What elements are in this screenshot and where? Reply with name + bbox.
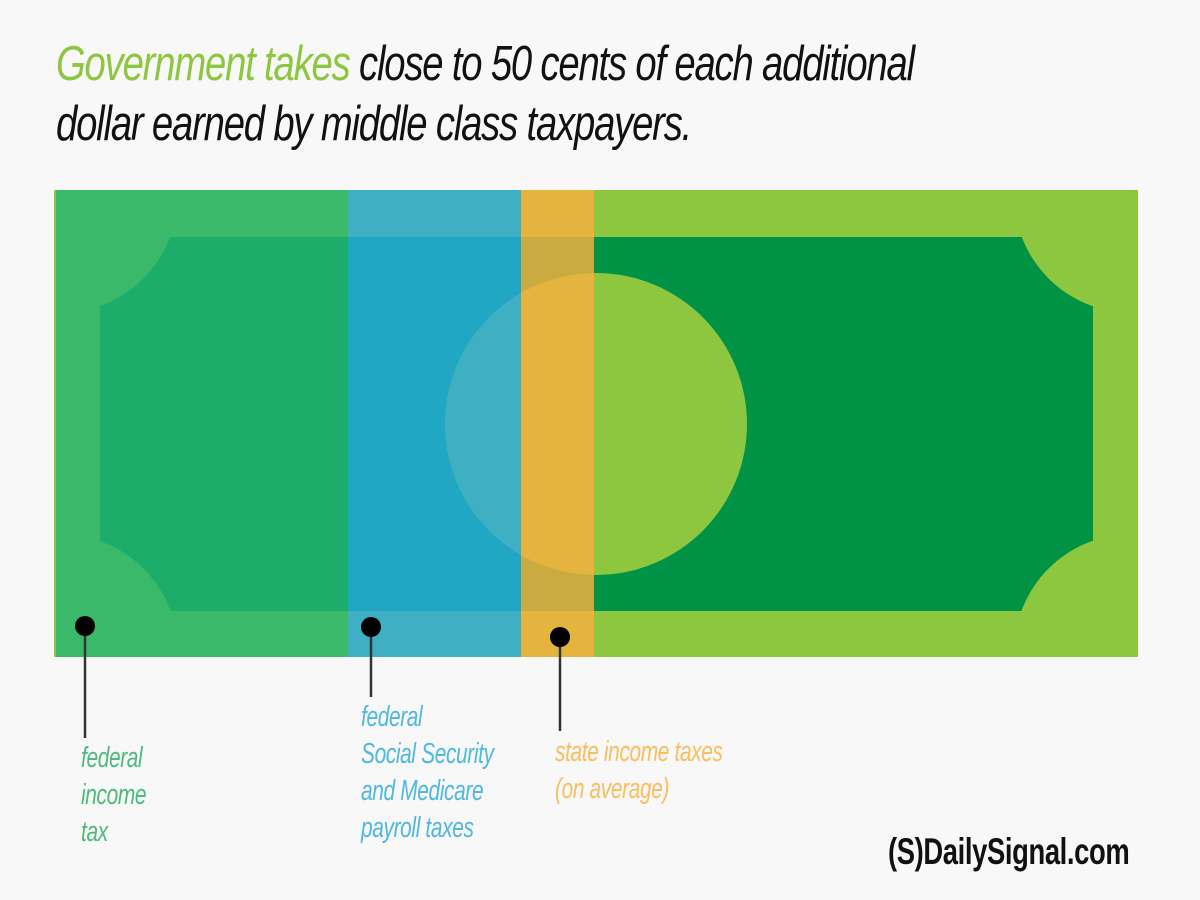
title-line1: close to 50 cents of each additional: [349, 37, 915, 91]
label-federal-income: federal income tax: [81, 742, 147, 848]
title-highlight: Government takes: [56, 37, 351, 91]
portrait-circle: [445, 273, 747, 575]
pointer-payroll: [361, 617, 381, 697]
pointer-federal-income: [75, 616, 95, 738]
label-state: state income taxes (on average): [555, 736, 723, 805]
page-title: Government takes close to 50 cents of ea…: [56, 34, 930, 154]
pointer-state: [550, 627, 570, 731]
label-payroll: federal Social Security and Medicare pay…: [361, 701, 494, 844]
title-line2: dollar earned by middle class taxpayers.: [56, 97, 692, 151]
brand-logo: (S)DailySignal.com: [888, 831, 1130, 872]
